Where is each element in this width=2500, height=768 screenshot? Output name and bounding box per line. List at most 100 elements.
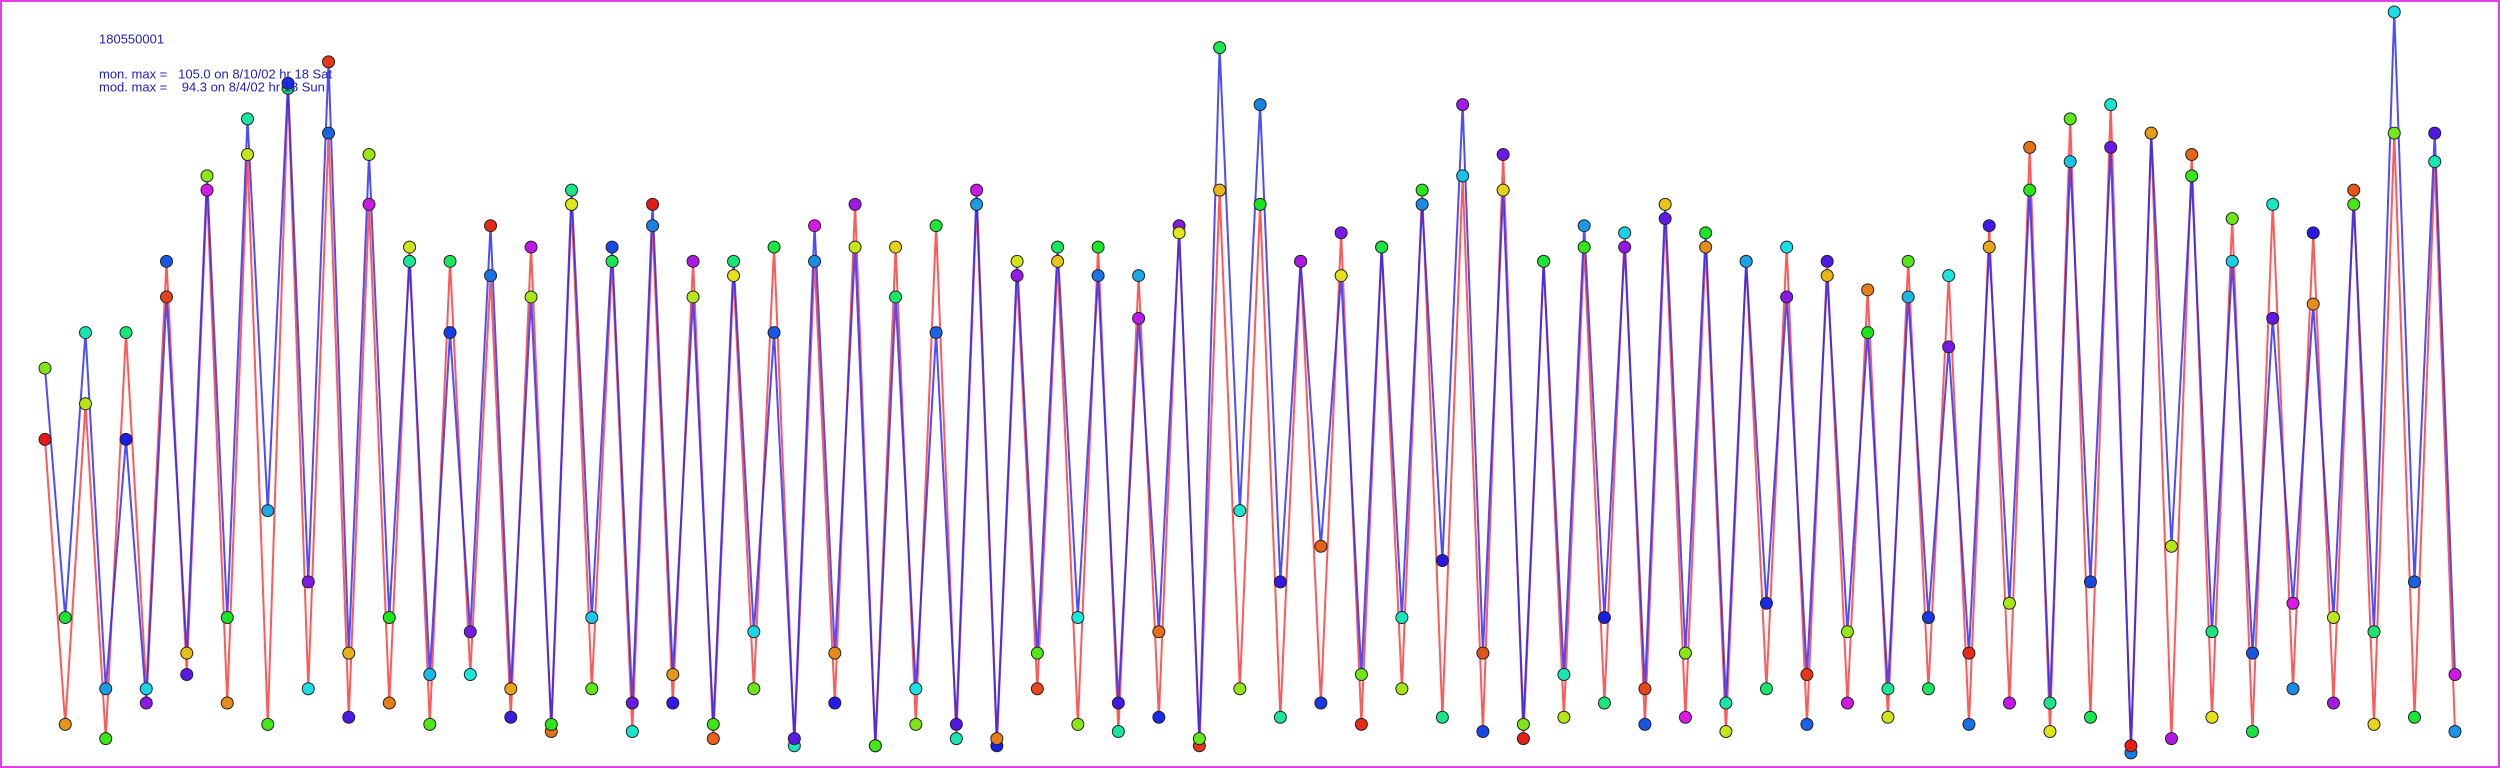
data-point (1678, 646, 1692, 660)
data-point (2367, 717, 2381, 731)
data-point (2326, 696, 2340, 710)
data-point (1456, 169, 1470, 183)
data-point (443, 326, 457, 340)
data-point (1982, 219, 1996, 233)
data-point (1091, 269, 1105, 283)
data-point (2164, 539, 2178, 553)
series-line (44, 11, 2456, 746)
data-point (79, 397, 93, 411)
data-point (1658, 197, 1672, 211)
data-point (423, 668, 437, 682)
data-point (2144, 126, 2158, 140)
data-point (1273, 575, 1287, 589)
data-point (1435, 710, 1449, 724)
data-point (2407, 575, 2421, 589)
data-point (909, 682, 923, 696)
data-point (2326, 611, 2340, 625)
data-point (2104, 140, 2118, 154)
data-point (1780, 290, 1794, 304)
data-point (2306, 297, 2320, 311)
data-point (382, 611, 396, 625)
data-point (828, 696, 842, 710)
data-point (1294, 254, 1308, 268)
data-point (463, 668, 477, 682)
data-point (565, 183, 579, 197)
data-point (1354, 717, 1368, 731)
data-point (808, 254, 822, 268)
data-point (200, 183, 214, 197)
data-point (2063, 155, 2077, 169)
data-point (889, 240, 903, 254)
data-point (970, 183, 984, 197)
data-point (2104, 98, 2118, 112)
data-point (2245, 646, 2259, 660)
data-point (1861, 326, 1875, 340)
data-point (1840, 625, 1854, 639)
data-point (38, 361, 52, 375)
data-point (1192, 732, 1206, 746)
data-point (1152, 710, 1166, 724)
data-point (1071, 717, 1085, 731)
data-point (301, 575, 315, 589)
data-point (1314, 539, 1328, 553)
data-point (160, 290, 174, 304)
data-point (1354, 668, 1368, 682)
data-point (1273, 710, 1287, 724)
data-point (1172, 226, 1186, 240)
data-point (2286, 596, 2300, 610)
data-point (2205, 710, 2219, 724)
data-point (1537, 254, 1551, 268)
data-point (1557, 710, 1571, 724)
data-point (727, 254, 741, 268)
data-point (261, 717, 275, 731)
data-point (1962, 646, 1976, 660)
data-point (2306, 226, 2320, 240)
data-point (484, 269, 498, 283)
data-point (241, 147, 255, 161)
data-point (241, 112, 255, 126)
data-point (2428, 155, 2442, 169)
data-point (2266, 311, 2280, 325)
data-point (990, 732, 1004, 746)
data-point (909, 717, 923, 731)
data-point (1800, 668, 1814, 682)
data-point (322, 55, 336, 69)
data-point (2245, 725, 2259, 739)
data-point (342, 646, 356, 660)
data-point (1557, 668, 1571, 682)
data-point (1395, 682, 1409, 696)
data-point (220, 696, 234, 710)
data-point (301, 682, 315, 696)
data-point (403, 254, 417, 268)
data-point (1820, 254, 1834, 268)
data-point (1233, 682, 1247, 696)
data-point (808, 219, 822, 233)
data-point (2083, 710, 2097, 724)
data-point (119, 326, 133, 340)
data-point (706, 732, 720, 746)
data-point (1638, 682, 1652, 696)
data-point (2205, 625, 2219, 639)
annotation: mon. max = 105.0 on 8/10/02 hr 18 Sat (99, 66, 332, 81)
data-point (1942, 340, 1956, 354)
data-point (1516, 732, 1530, 746)
data-point (1982, 240, 1996, 254)
data-point (1901, 254, 1915, 268)
data-point (1253, 197, 1267, 211)
data-point (1881, 710, 1895, 724)
data-point (1577, 240, 1591, 254)
data-point (1759, 682, 1773, 696)
data-point (929, 326, 943, 340)
data-point (362, 147, 376, 161)
data-point (1213, 41, 1227, 55)
data-point (605, 240, 619, 254)
data-point (220, 611, 234, 625)
data-point (1051, 240, 1065, 254)
data-point (1516, 717, 1530, 731)
data-point (1010, 269, 1024, 283)
data-point (1233, 504, 1247, 518)
data-point (362, 197, 376, 211)
data-point (585, 611, 599, 625)
data-point (1921, 611, 1935, 625)
data-point (2124, 739, 2138, 753)
